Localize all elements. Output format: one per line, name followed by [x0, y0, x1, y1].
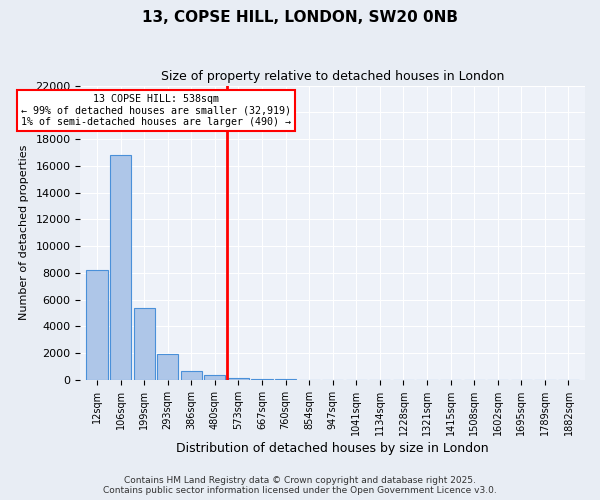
Bar — [251, 379, 272, 380]
Text: 13 COPSE HILL: 538sqm
← 99% of detached houses are smaller (32,919)
1% of semi-d: 13 COPSE HILL: 538sqm ← 99% of detached … — [21, 94, 291, 127]
Bar — [228, 378, 249, 380]
Bar — [86, 270, 107, 380]
Bar — [181, 371, 202, 380]
X-axis label: Distribution of detached houses by size in London: Distribution of detached houses by size … — [176, 442, 489, 455]
Bar — [134, 308, 155, 380]
Bar — [110, 155, 131, 380]
Text: 13, COPSE HILL, LONDON, SW20 0NB: 13, COPSE HILL, LONDON, SW20 0NB — [142, 10, 458, 25]
Y-axis label: Number of detached properties: Number of detached properties — [19, 145, 29, 320]
Bar — [157, 354, 178, 380]
Title: Size of property relative to detached houses in London: Size of property relative to detached ho… — [161, 70, 505, 83]
Bar — [204, 375, 226, 380]
Text: Contains HM Land Registry data © Crown copyright and database right 2025.
Contai: Contains HM Land Registry data © Crown c… — [103, 476, 497, 495]
